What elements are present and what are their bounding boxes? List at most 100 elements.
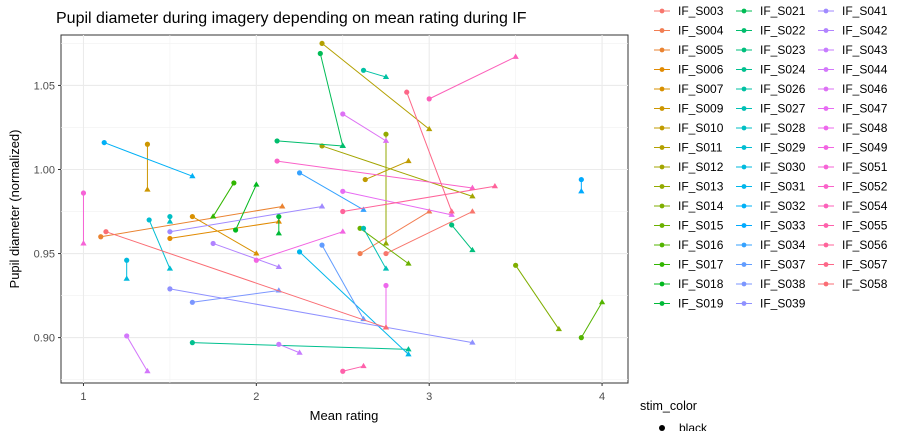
series-IF_S055 (340, 362, 367, 374)
legend-item: IF_S056 (818, 238, 888, 252)
data-point-circle (362, 176, 368, 183)
data-point-triangle (469, 339, 476, 345)
legend-key-point (823, 164, 829, 170)
data-point-triangle (166, 218, 174, 224)
legend-key-point (659, 125, 665, 131)
legend-key-point (659, 67, 665, 72)
legend-key-point (823, 67, 829, 72)
series-IF_S051 (80, 190, 87, 246)
legend-item: IF_S021 (736, 4, 806, 18)
legend-label: IF_S058 (842, 277, 888, 291)
legend-key-point (823, 203, 829, 209)
data-point-triangle (339, 228, 346, 234)
data-point-circle (404, 89, 410, 95)
data-point-circle (274, 138, 280, 144)
legend-label: IF_S023 (760, 43, 806, 57)
series-IF_S026 (360, 67, 390, 80)
legend-label: IF_S003 (678, 4, 724, 18)
legend-label: IF_S047 (842, 102, 888, 116)
data-point-circle (103, 229, 109, 235)
legend-key-point (823, 145, 829, 150)
legend-label: IF_S018 (678, 277, 724, 291)
y-axis-title: Pupil diameter (normalized) (7, 130, 22, 289)
legend-label: IF_S055 (842, 219, 888, 233)
legend-key-point (741, 28, 747, 33)
series-IF_S005 (98, 203, 286, 240)
legend-item: IF_S049 (818, 141, 888, 155)
legend-label: IF_S029 (760, 141, 806, 155)
series-line (212, 182, 235, 217)
data-point-circle (167, 213, 173, 220)
series-IF_S034 (296, 170, 367, 212)
data-point-triangle (189, 172, 196, 179)
legend-key-point (659, 242, 665, 248)
series-line (299, 172, 364, 211)
series-line (321, 145, 473, 197)
legend-item: IF_S013 (654, 180, 724, 194)
data-point-triangle (339, 142, 346, 148)
series-IF_S022 (274, 138, 346, 148)
data-point-circle (340, 208, 346, 215)
legend-label: IF_S044 (842, 63, 888, 77)
legend-item: IF_S051 (818, 160, 888, 174)
y-tick-label: 1.00 (34, 164, 55, 176)
series-IF_S032 (101, 139, 196, 179)
data-point-triangle (144, 186, 151, 192)
legend-item: IF_S016 (654, 238, 724, 252)
series-IF_S007 (189, 213, 260, 256)
series-IF_S024 (189, 340, 412, 352)
legend-item: IF_S024 (736, 63, 806, 77)
legend-key-point (741, 145, 747, 150)
series-IF_S009 (144, 141, 151, 192)
legend-key-point (823, 262, 829, 267)
series-line (385, 211, 473, 255)
legend-key-point (823, 184, 829, 189)
legend-item: IF_S043 (818, 43, 888, 57)
legend-item: IF_S012 (654, 160, 724, 174)
data-point-circle (167, 286, 173, 292)
legend-item: IF_S028 (736, 121, 806, 135)
series-line (580, 302, 603, 338)
legend-label: IF_S010 (678, 121, 724, 135)
legend-item: IF_S034 (736, 238, 806, 252)
data-point-circle (274, 158, 280, 164)
series-IF_S027 (360, 225, 390, 271)
legend-label: IF_S021 (760, 4, 806, 18)
legend-shape-key (659, 425, 665, 431)
series-line (428, 56, 516, 100)
legend-item: IF_S009 (654, 102, 724, 116)
data-point-triangle (555, 325, 562, 332)
data-point-circle (231, 180, 237, 186)
legend-label: IF_S030 (760, 160, 806, 174)
series-IF_S044 (124, 333, 151, 374)
legend-label: IF_S026 (760, 82, 806, 96)
series-IF_S014 (513, 262, 562, 332)
legend-item: IF_S011 (654, 141, 723, 155)
data-point-circle (578, 176, 584, 183)
data-point-circle (124, 333, 130, 339)
data-point-triangle (426, 125, 433, 132)
data-point-circle (276, 213, 282, 220)
data-point-triangle (382, 137, 390, 143)
data-point-triangle (578, 188, 585, 194)
data-point-circle (383, 282, 389, 289)
data-point-triangle (405, 346, 412, 352)
legend-key-point (741, 125, 747, 131)
legend-label: IF_S016 (678, 238, 724, 252)
data-point-circle (578, 335, 584, 341)
legend-label: IF_S024 (760, 63, 806, 77)
legend-item: IF_S026 (736, 82, 806, 96)
legend-label: IF_S039 (760, 297, 806, 311)
legend-item: IF_S039 (736, 297, 806, 311)
data-point-triangle (448, 211, 455, 217)
data-point-circle (189, 213, 195, 220)
legend-item: IF_S031 (736, 180, 806, 194)
legend: IF_S003 IF_S004 IF_S005 IF_S006 IF_S007 IF_S0… (654, 4, 888, 311)
legend-key-point (741, 301, 747, 306)
data-point-circle (340, 111, 346, 117)
data-point-triangle (448, 208, 455, 214)
legend-item: IF_S046 (818, 82, 888, 96)
legend-key-point (659, 301, 665, 306)
series-IF_S033 (578, 176, 585, 194)
legend-item: IF_S038 (736, 277, 806, 291)
